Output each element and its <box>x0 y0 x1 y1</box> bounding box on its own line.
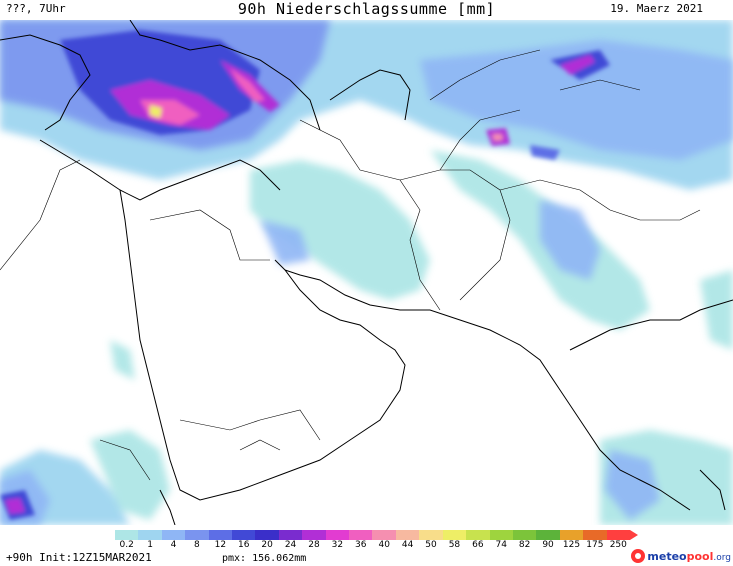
legend-label: 20 <box>261 540 273 550</box>
logo-text-meteo: meteo <box>647 549 687 563</box>
legend-label: 40 <box>378 540 390 550</box>
legend-swatch <box>395 530 420 540</box>
legend-swatch <box>185 530 209 540</box>
logo-mark-icon <box>631 549 646 563</box>
legend-swatch <box>512 530 537 540</box>
legend-label: 28 <box>308 540 320 550</box>
legend-swatch <box>208 530 233 540</box>
legend-swatch <box>419 530 443 540</box>
legend-label: 44 <box>401 540 414 550</box>
borders <box>0 49 701 481</box>
legend-label: 24 <box>284 540 297 550</box>
legend-swatch <box>325 530 350 540</box>
legend-label: 32 <box>331 540 344 550</box>
header: ???, 7Uhr 90h Niederschlagssumme [mm] 19… <box>0 0 733 22</box>
legend-label: 66 <box>472 540 484 550</box>
legend-label: 12 <box>214 540 227 550</box>
legend-label: 36 <box>355 540 367 550</box>
legend-swatch <box>255 530 279 540</box>
valid-time-label: ???, 7Uhr <box>6 2 66 15</box>
legend-swatch <box>372 530 396 540</box>
legend-label: 250 <box>609 540 627 550</box>
legend-swatch <box>302 530 326 540</box>
legend-swatch <box>278 530 303 540</box>
legend-arrow <box>630 530 638 540</box>
precipitation-map <box>0 20 733 525</box>
legend-label: 175 <box>586 540 604 550</box>
legend-swatch <box>232 530 256 540</box>
valid-date: 19. Maerz 2021 <box>610 2 703 15</box>
legend-label: 4 <box>170 540 177 550</box>
legend-label: 1 <box>147 540 153 550</box>
legend-label: 8 <box>194 540 200 550</box>
logo-text-pool: pool <box>686 549 714 563</box>
legend-label: 50 <box>425 540 437 550</box>
legend-swatch <box>559 530 584 540</box>
legend-swatch <box>606 530 630 540</box>
legend-swatch <box>583 530 607 540</box>
coastlines <box>0 20 733 525</box>
legend-swatch <box>161 530 186 540</box>
legend-swatch <box>536 530 560 540</box>
legend-label: 58 <box>448 540 461 550</box>
precip-heavy <box>0 30 610 520</box>
legend-label: 125 <box>562 540 581 550</box>
legend-swatch <box>349 530 373 540</box>
init-time-label: +90h Init:12Z15MAR2021 <box>6 551 152 564</box>
map-title: 90h Niederschlagssumme [mm] <box>237 0 496 18</box>
legend-swatch <box>442 530 467 540</box>
legend-label: 16 <box>238 540 250 550</box>
legend-label: 74 <box>495 540 507 550</box>
meteopool-logo: meteopool.org <box>631 548 731 564</box>
legend-swatch <box>489 530 513 540</box>
legend-swatch <box>138 530 162 540</box>
legend-swatch <box>466 530 490 540</box>
legend-labels: 0.2 1 4 8 12 16 20 24 28 32 36 40 44 50 58 66 74 82 90 125 1… <box>110 540 640 552</box>
legend-label: 0.2 <box>119 540 134 550</box>
logo-text-org: .org <box>713 552 731 563</box>
pmx-label: pmx: 156.062mm <box>222 553 307 564</box>
color-legend <box>115 530 638 542</box>
legend-swatch <box>115 530 139 540</box>
legend-label: 82 <box>518 540 531 550</box>
legend-color-bar <box>115 530 630 540</box>
legend-label: 90 <box>542 540 554 550</box>
